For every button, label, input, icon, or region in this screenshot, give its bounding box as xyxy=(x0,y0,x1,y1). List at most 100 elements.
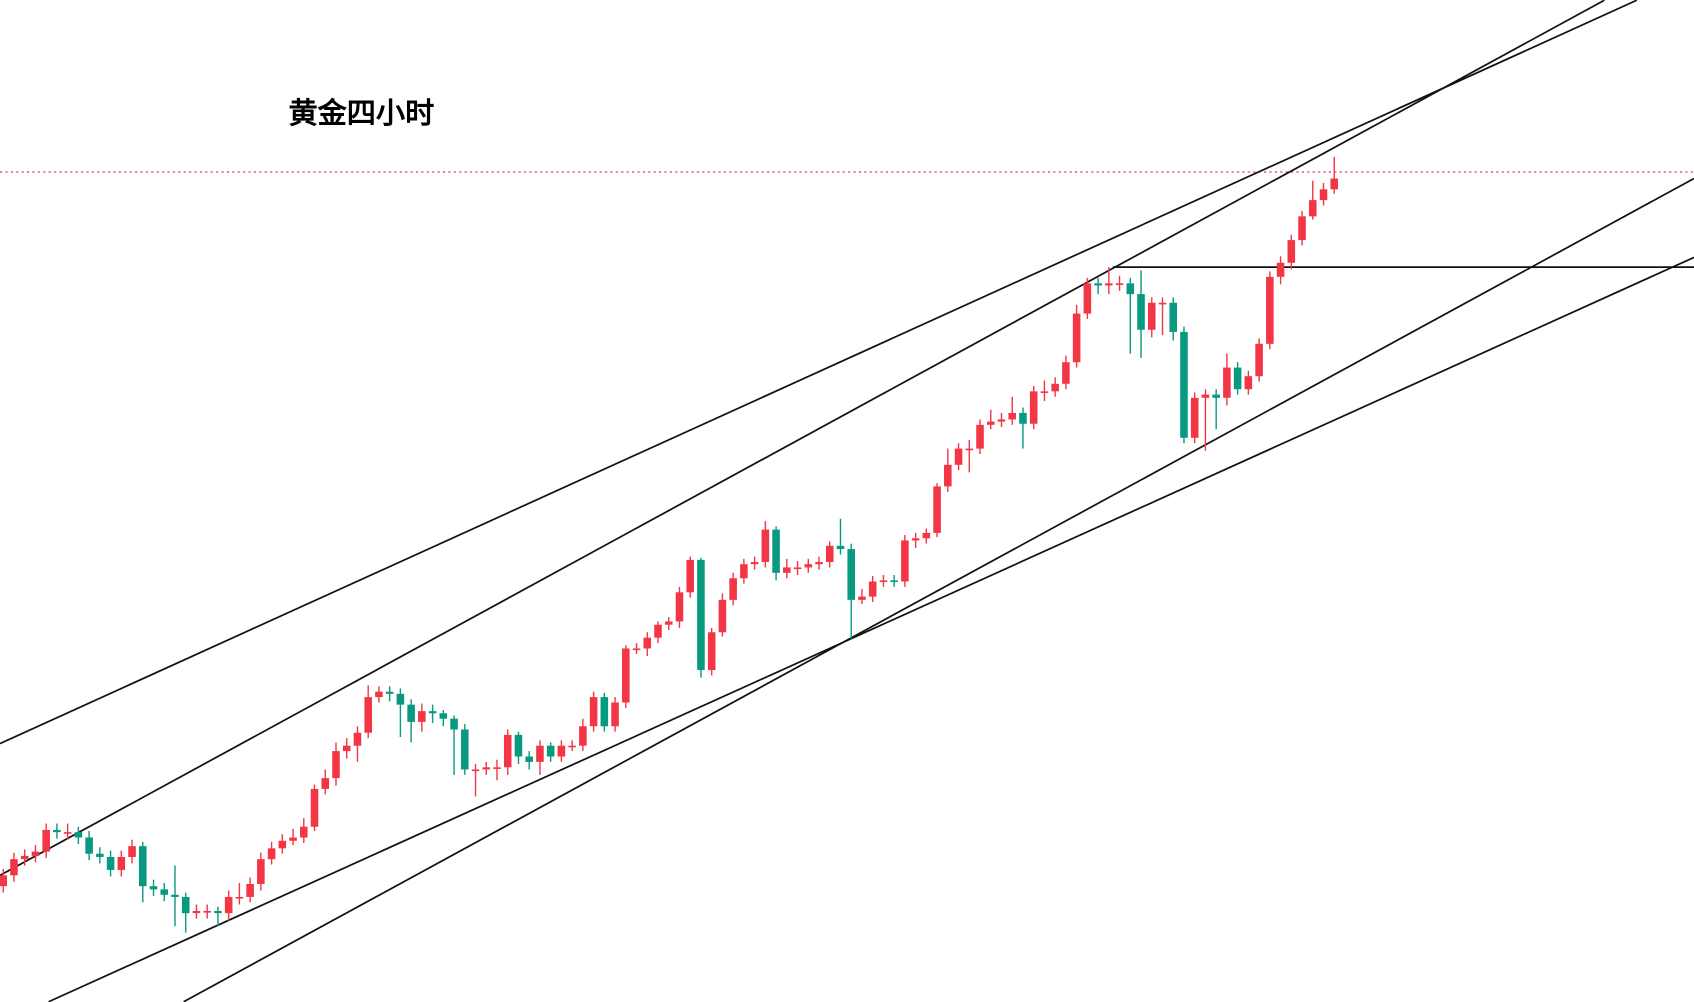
candle-body xyxy=(1094,283,1102,286)
candle-body xyxy=(1062,362,1070,384)
candle-body xyxy=(1266,276,1274,344)
candle-body xyxy=(1029,391,1038,424)
candle-body xyxy=(1115,283,1124,285)
candle-body xyxy=(901,540,909,582)
candle-body xyxy=(675,592,684,622)
candle-body xyxy=(257,859,265,884)
candle-body xyxy=(944,464,952,487)
candle-body xyxy=(1308,200,1317,217)
candle-body xyxy=(407,704,415,722)
candle-body xyxy=(96,853,104,857)
candle-body xyxy=(321,778,330,789)
candle-body xyxy=(525,756,533,762)
candle-body xyxy=(428,711,437,714)
candle-body xyxy=(1147,302,1156,330)
candle-body xyxy=(804,564,813,568)
candles xyxy=(0,156,1339,933)
candle-body xyxy=(1287,240,1296,263)
candle-body xyxy=(1244,376,1253,390)
candle-body xyxy=(976,424,984,449)
candle-body xyxy=(1105,283,1113,286)
candle-body xyxy=(181,896,190,914)
trend-line xyxy=(0,0,1605,877)
candle-body xyxy=(1158,302,1167,305)
candle-body xyxy=(729,578,737,600)
candle-body xyxy=(611,702,619,727)
candle-body xyxy=(1190,397,1199,438)
candle-body xyxy=(203,910,211,913)
candle-body xyxy=(858,596,866,600)
candle-body xyxy=(1298,216,1306,241)
chart-title: 黄金四小时 xyxy=(288,96,434,130)
candle-body xyxy=(514,734,523,757)
candle-body xyxy=(63,832,72,834)
candle-body xyxy=(85,837,93,854)
candle-body xyxy=(622,648,630,703)
candle-body xyxy=(1126,283,1135,295)
candle-body xyxy=(868,581,877,597)
candle-body xyxy=(278,840,287,849)
candle-body xyxy=(643,637,652,649)
candle-body xyxy=(482,767,491,770)
candle-body xyxy=(707,632,716,671)
candle-body xyxy=(160,889,169,895)
trend-line xyxy=(48,256,1694,1002)
candle-body xyxy=(139,846,147,887)
candle-body xyxy=(557,745,566,757)
candle-body xyxy=(772,529,780,573)
candle-body xyxy=(31,851,40,856)
candle-body xyxy=(1276,262,1285,277)
candle-body xyxy=(42,829,50,852)
candle-body xyxy=(332,751,340,779)
candle-body xyxy=(117,856,126,870)
candle-body xyxy=(750,562,759,565)
candle-body xyxy=(1083,283,1092,314)
trend-line xyxy=(0,0,1638,745)
candle-body xyxy=(1255,343,1263,377)
candle-body xyxy=(632,648,641,651)
candle-body xyxy=(1223,367,1231,398)
candle-body xyxy=(342,745,351,752)
candle-body xyxy=(450,718,458,730)
candle-body xyxy=(954,448,963,465)
candle-body xyxy=(461,729,469,770)
candle-body xyxy=(149,886,158,890)
candle-body xyxy=(793,567,802,570)
candle-body xyxy=(536,745,544,762)
candle-body xyxy=(1330,178,1339,190)
candle-body xyxy=(1169,302,1178,332)
candle-body xyxy=(654,624,662,638)
candle-body xyxy=(289,837,297,841)
candle-body xyxy=(922,532,931,539)
candle-body xyxy=(579,726,587,746)
candle-body xyxy=(986,421,995,425)
candle-body xyxy=(192,910,201,914)
candle-body xyxy=(396,693,405,705)
candle-body xyxy=(439,713,448,719)
candle-body xyxy=(418,711,426,722)
candle-body xyxy=(300,826,308,838)
candle-body xyxy=(1137,294,1145,330)
candle-body xyxy=(1319,189,1328,201)
candle-body xyxy=(503,734,512,768)
candle-body xyxy=(568,745,576,748)
candle-body xyxy=(761,529,770,563)
candle-body xyxy=(664,621,673,625)
candle-body xyxy=(267,848,276,860)
candle-body xyxy=(740,564,748,579)
candle-body xyxy=(1180,331,1188,438)
candle-body xyxy=(171,894,179,897)
candle-body xyxy=(385,691,394,694)
candle-body xyxy=(965,448,974,451)
candle-body xyxy=(589,697,598,727)
candle-body xyxy=(0,875,8,887)
candle-body xyxy=(890,580,898,583)
candle-body xyxy=(375,691,383,698)
candle-body xyxy=(10,859,18,876)
candle-body xyxy=(1072,313,1081,363)
candle-body xyxy=(997,419,1006,422)
candle-body xyxy=(224,896,233,914)
candle-body xyxy=(128,846,136,857)
candle-body xyxy=(1051,383,1059,392)
candle-body xyxy=(718,599,727,633)
